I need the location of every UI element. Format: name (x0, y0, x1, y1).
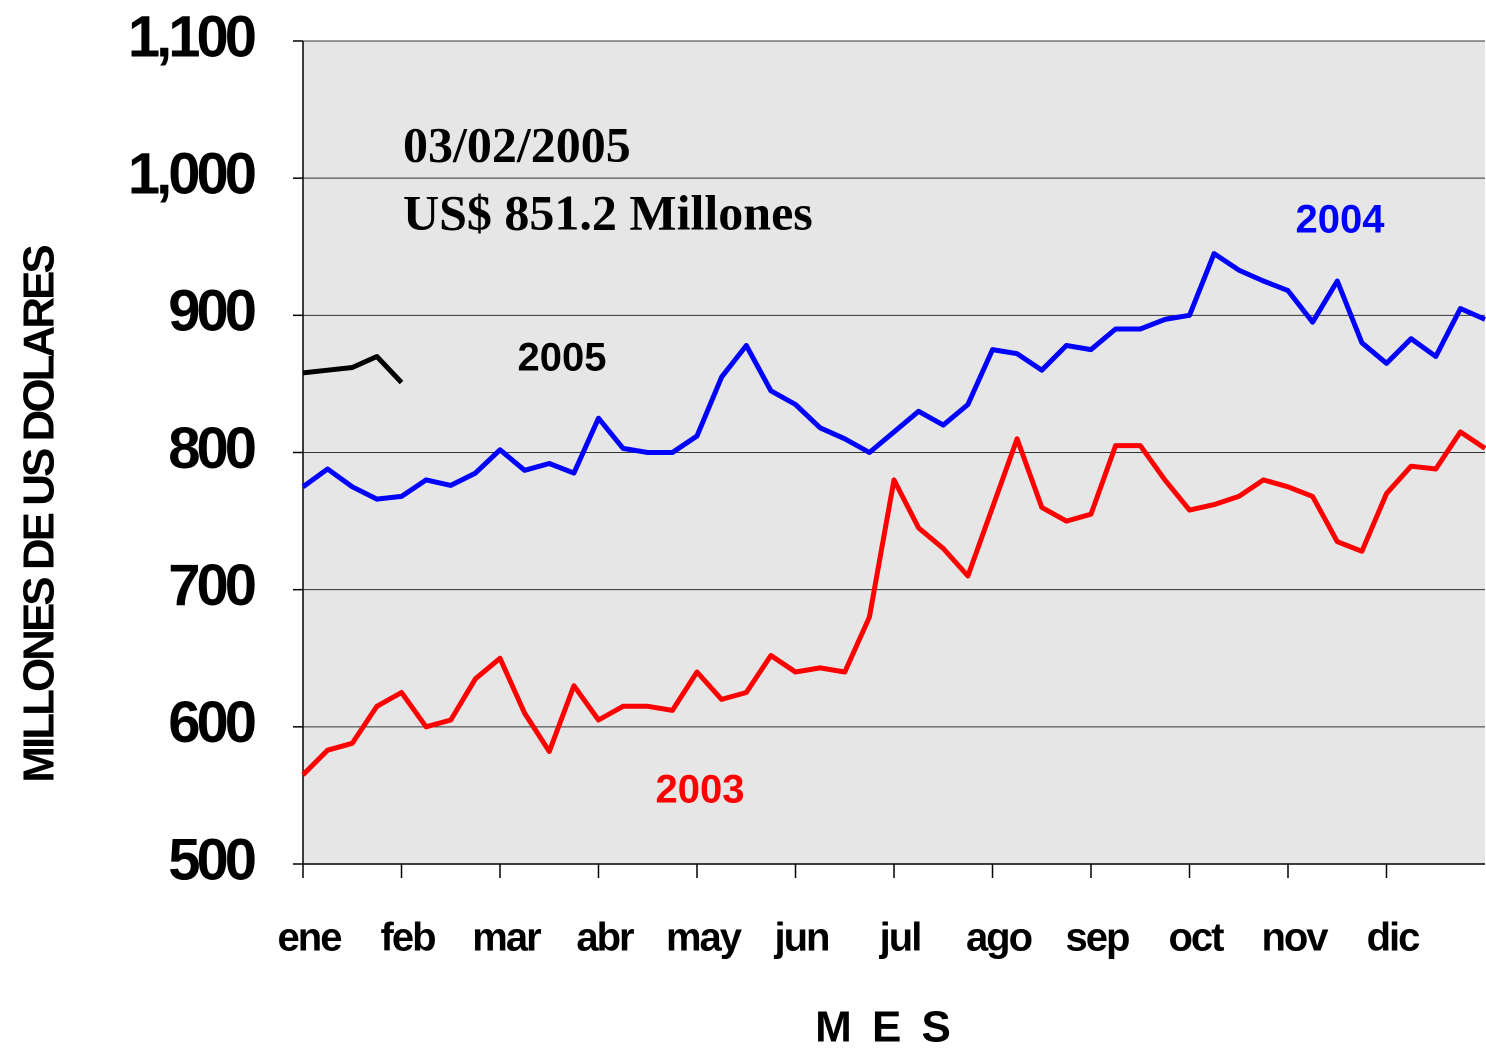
y-axis-label: MILLONES DE US DOLARES (15, 246, 64, 783)
line-series (301, 251, 1486, 502)
x-tick-label: abr (576, 916, 634, 960)
y-tick-label: 500 (168, 827, 255, 892)
y-tick-label: 1,100 (128, 4, 255, 69)
x-tick-label: jun (774, 916, 829, 960)
y-tick-label: 600 (168, 690, 255, 755)
x-axis-label: M E S (815, 1003, 955, 1051)
x-tick-label: ene (278, 916, 342, 960)
line-series (302, 354, 404, 385)
annotation-value: US$ 851.2 Millones (403, 184, 813, 240)
x-tick-label: dic (1367, 916, 1421, 960)
annotation-date: 03/02/2005 (403, 116, 631, 172)
x-tick-label: oct (1169, 916, 1225, 960)
x-tick-label: ago (966, 916, 1032, 960)
series-label: 2004 (1296, 198, 1386, 242)
y-tick-label: 900 (168, 279, 255, 344)
y-tick-label: 800 (168, 416, 255, 481)
y-tick-label: 1,000 (128, 141, 255, 206)
x-tick-label: may (666, 916, 743, 960)
series-label: 2005 (518, 336, 607, 380)
y-tick-label: 700 (168, 553, 255, 618)
x-tick-label: sep (1066, 916, 1129, 960)
x-tick-label: feb (381, 916, 436, 960)
series-label: 2003 (656, 768, 745, 812)
x-tick-label: nov (1261, 916, 1329, 960)
line-series (301, 429, 1486, 777)
x-tick-label: jul (879, 916, 921, 960)
x-tick-label: mar (472, 916, 541, 960)
